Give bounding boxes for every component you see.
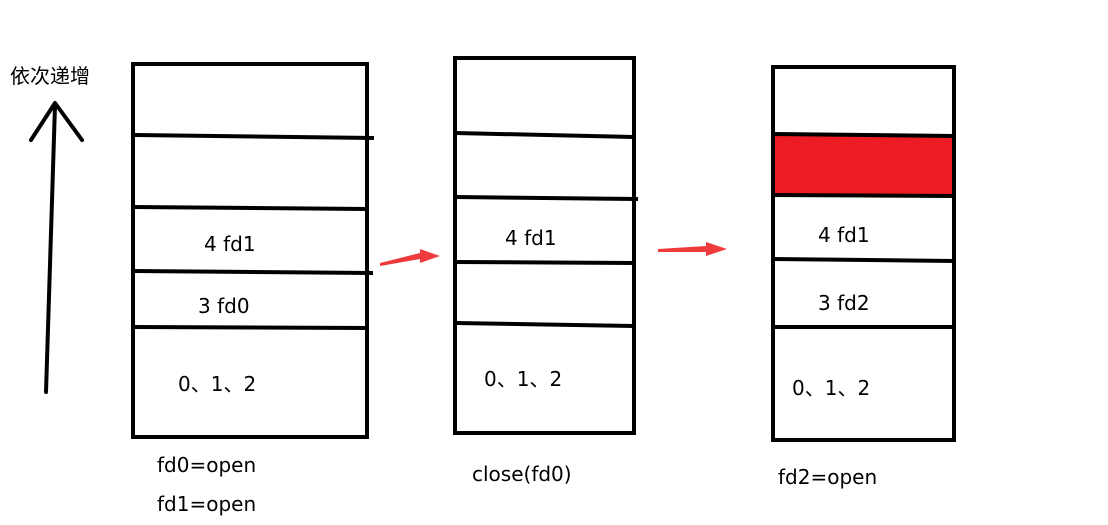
stack-1-cell-label: 0、1、2 (178, 372, 257, 396)
stack-3-cell-label: 4 fd1 (818, 223, 870, 247)
stack-2 (452, 56, 639, 435)
stack-3-caption: fd2=open (778, 465, 878, 489)
stack-3-highlight-cell (773, 136, 953, 195)
transition-arrow-1 (380, 249, 440, 266)
transition-arrow-2 (658, 242, 727, 256)
stack-3 (771, 65, 956, 442)
axis-label: 依次递增 (10, 64, 90, 88)
stack-1-cell-label: 4 fd1 (204, 232, 256, 256)
stack-1-caption: fd1=open (157, 492, 257, 516)
increase-arrow (29, 101, 84, 394)
stack-2-cell-label: 0、1、2 (484, 367, 563, 391)
stack-3-cell-label: 0、1、2 (792, 376, 871, 400)
stack-2-caption: close(fd0) (472, 462, 572, 486)
stack-3-cell-label: 3 fd2 (818, 291, 870, 315)
stack-1-cell-label: 3 fd0 (198, 294, 250, 318)
stack-1-caption: fd0=open (157, 453, 257, 477)
stack-2-cell-label: 4 fd1 (505, 226, 557, 250)
stack-1 (131, 62, 375, 439)
